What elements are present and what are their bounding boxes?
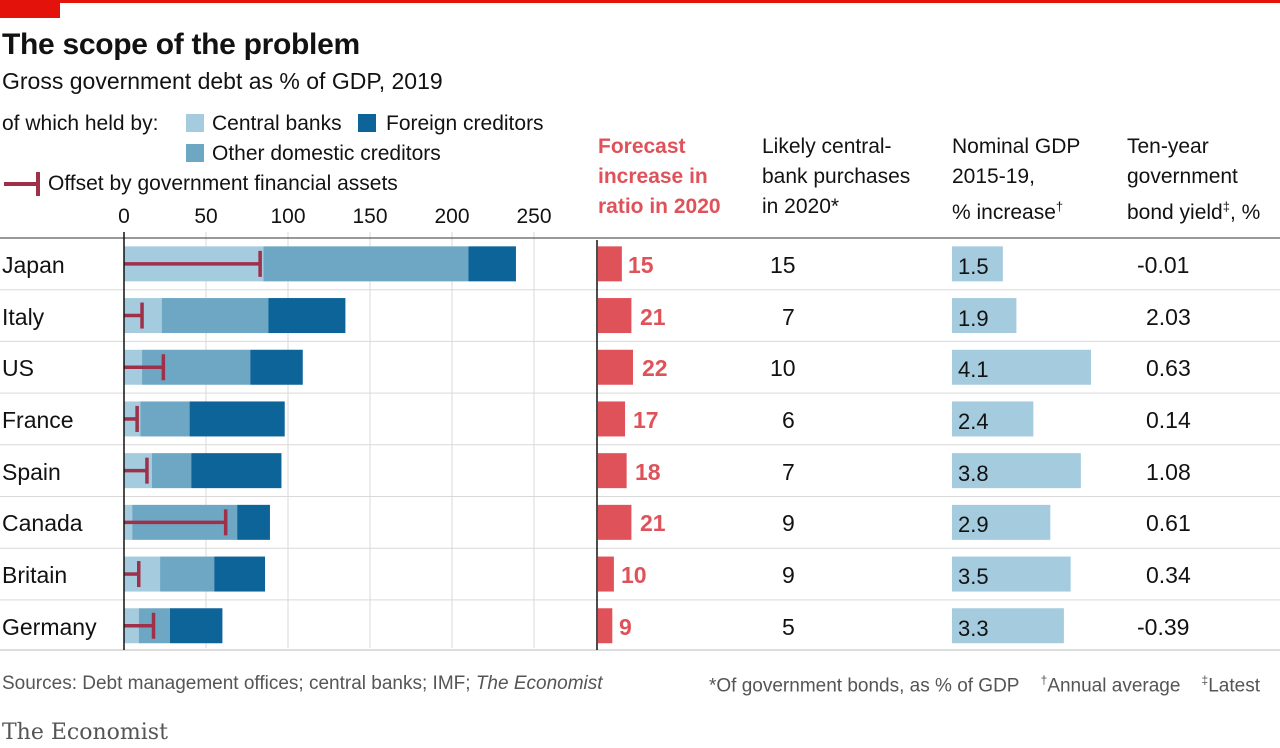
x-tick-label: 200 (434, 205, 470, 228)
brand-red-tab (0, 0, 60, 18)
gdp-value: 3.8 (958, 461, 989, 486)
legend-swatch-other-domestic (186, 144, 204, 162)
x-tick-label: 50 (194, 205, 218, 228)
x-tick-label: 150 (352, 205, 388, 228)
yield-value: 1.08 (1146, 459, 1191, 485)
purchases-value: 5 (782, 614, 795, 640)
forecast-value: 21 (640, 510, 666, 536)
gdp-bar (952, 349, 1091, 385)
legend-offset: Offset by government financial assets (48, 172, 398, 195)
brand-logo: The Economist (2, 720, 168, 745)
forecast-bar (598, 556, 614, 592)
bar-foreign-creditors (468, 246, 516, 282)
gdp-value: 2.4 (958, 409, 989, 434)
gdp-value: 3.5 (958, 564, 989, 589)
forecast-bar (598, 453, 627, 489)
bar-other-domestic (151, 453, 192, 489)
gdp-value: 2.9 (958, 512, 989, 537)
row-label-japan: Japan (2, 252, 65, 278)
yield-value: 0.34 (1146, 562, 1191, 588)
legend-other-domestic: Other domestic creditors (212, 142, 441, 165)
row-label-spain: Spain (2, 459, 61, 485)
yield-value: 0.61 (1146, 510, 1191, 536)
forecast-value: 18 (635, 459, 661, 485)
offset-marker-icon (4, 172, 40, 196)
header-gdp: Nominal GDP 2015-19, % increase† (952, 135, 1081, 224)
gdp-bar (952, 246, 1003, 282)
forecast-value: 17 (633, 407, 659, 433)
forecast-bar (598, 401, 626, 437)
bar-foreign-creditors (169, 608, 223, 644)
gdp-value: 1.9 (958, 306, 989, 331)
top-rule (0, 0, 1280, 3)
purchases-value: 7 (782, 459, 795, 485)
purchases-value: 9 (782, 510, 795, 536)
purchases-value: 7 (782, 304, 795, 330)
gdp-value: 4.1 (958, 357, 989, 382)
bar-foreign-creditors (237, 504, 270, 540)
x-tick-label: 250 (516, 205, 552, 228)
header-forecast: Forecast increase in ratio in 2020 (598, 135, 721, 218)
gdp-bar (952, 556, 1071, 592)
legend-central-banks: Central banks (212, 112, 342, 135)
bar-foreign-creditors (191, 453, 282, 489)
gdp-value: 3.3 (958, 616, 989, 641)
forecast-bar (598, 608, 613, 644)
yield-value: -0.01 (1137, 252, 1190, 278)
x-tick-label: 100 (270, 205, 306, 228)
forecast-bar (598, 298, 632, 334)
forecast-bar (598, 246, 622, 282)
purchases-value: 15 (770, 252, 796, 278)
legend-foreign-creditors: Foreign creditors (386, 112, 544, 135)
purchases-value: 9 (782, 562, 795, 588)
row-label-france: France (2, 407, 74, 433)
gdp-bar (952, 608, 1064, 644)
x-tick-label: 0 (118, 205, 130, 228)
forecast-value: 9 (619, 614, 632, 640)
yield-value: 2.03 (1146, 304, 1191, 330)
footer-notes: *Of government bonds, as % of GDP †Annua… (709, 673, 1260, 697)
row-label-us: US (2, 355, 34, 381)
bar-foreign-creditors (268, 298, 346, 334)
forecast-bar (598, 349, 633, 385)
forecast-value: 22 (642, 355, 668, 381)
bar-other-domestic (160, 556, 215, 592)
gdp-bar (952, 298, 1017, 334)
gdp-bar (952, 453, 1081, 489)
footer-sources: Sources: Debt management offices; centra… (2, 673, 603, 694)
yield-value: 0.14 (1146, 407, 1191, 433)
row-label-germany: Germany (2, 614, 97, 640)
legend-swatch-central-banks (186, 114, 204, 132)
bar-foreign-creditors (189, 401, 285, 437)
forecast-bar (598, 504, 632, 540)
row-label-britain: Britain (2, 562, 68, 588)
bar-other-domestic (263, 246, 469, 282)
bar-foreign-creditors (250, 349, 303, 385)
forecast-value: 21 (640, 304, 666, 330)
yield-value: 0.63 (1146, 355, 1191, 381)
yield-value: -0.39 (1137, 614, 1190, 640)
gdp-bar (952, 401, 1034, 437)
row-label-italy: Italy (2, 304, 45, 330)
legend-swatch-foreign-creditors (358, 114, 376, 132)
purchases-value: 10 (770, 355, 796, 381)
forecast-value: 15 (628, 252, 654, 278)
chart-subtitle: Gross government debt as % of GDP, 2019 (2, 68, 443, 94)
gdp-bar (952, 504, 1051, 540)
row-label-canada: Canada (2, 510, 83, 536)
chart-title: The scope of the problem (2, 28, 360, 61)
legend-held-by-label: of which held by: (2, 112, 159, 135)
bar-other-domestic (161, 298, 269, 334)
bar-foreign-creditors (214, 556, 266, 592)
purchases-value: 6 (782, 407, 795, 433)
forecast-value: 10 (621, 562, 647, 588)
header-yield: Ten-year government bond yield‡, % (1127, 135, 1261, 224)
header-purchases: Likely central- bank purchases in 2020* (762, 135, 911, 218)
bar-other-domestic (140, 401, 190, 437)
gdp-value: 1.5 (958, 254, 989, 279)
